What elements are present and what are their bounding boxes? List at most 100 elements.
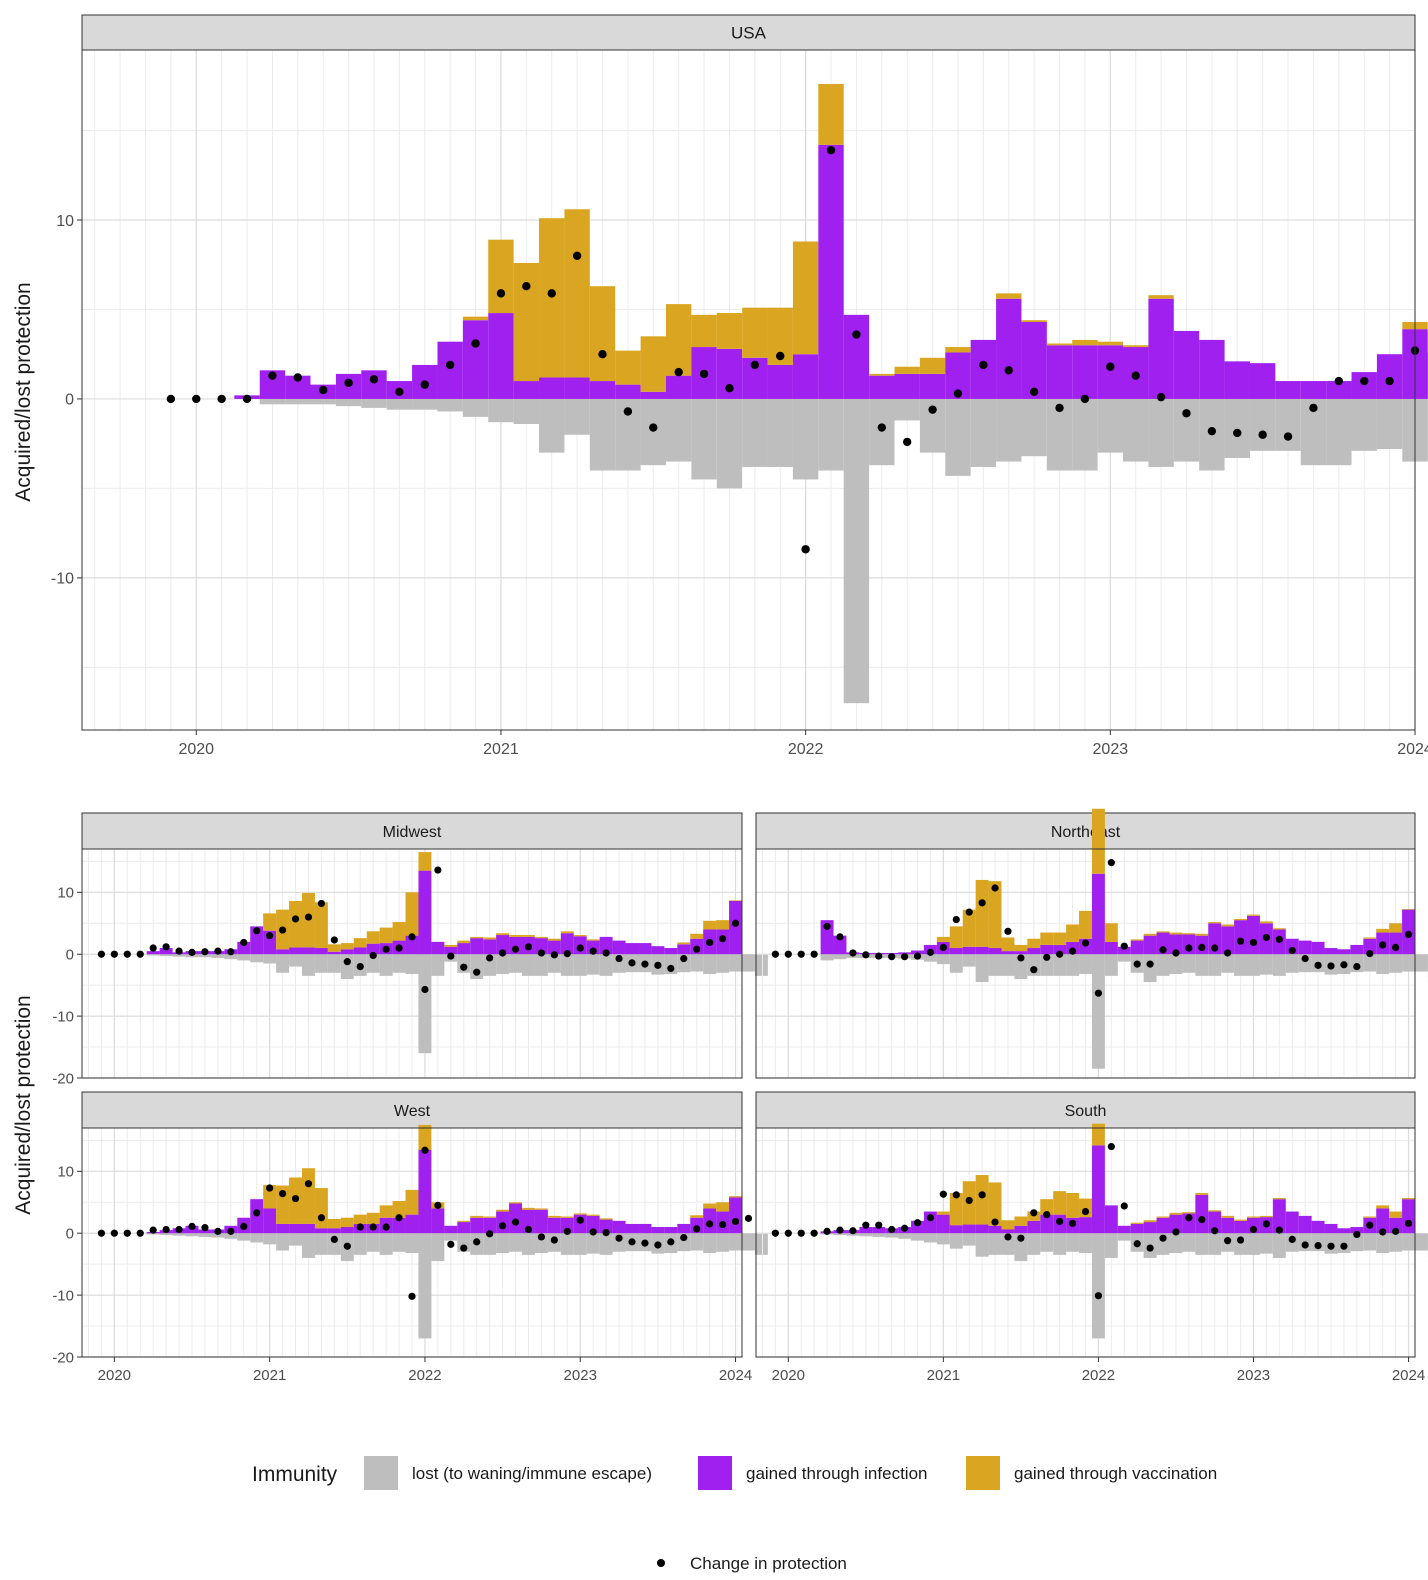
west-bar-lost — [599, 1233, 613, 1255]
usa-bars — [234, 84, 1428, 704]
south-point — [823, 1227, 831, 1235]
northeast-point — [1185, 944, 1193, 952]
northeast-bar-vaccination — [1066, 924, 1080, 942]
usa-point — [1106, 362, 1115, 371]
south-bar-vaccination — [1182, 1212, 1196, 1214]
northeast-bar-lost — [1001, 954, 1015, 976]
usa-y-tick-label: 0 — [65, 392, 74, 409]
northeast-bar-infection — [949, 948, 963, 955]
usa-bar-vaccination — [462, 316, 489, 321]
northeast-point — [1056, 950, 1064, 958]
northeast-bar-lost — [1376, 954, 1390, 975]
south-point — [810, 1229, 818, 1237]
usa-bar-vaccination — [665, 304, 692, 376]
northeast-point — [1353, 962, 1361, 971]
west-bar-lost — [379, 1233, 393, 1255]
midwest-point — [175, 947, 183, 955]
west-bar-infection — [263, 1208, 277, 1234]
usa-bar-vaccination — [818, 84, 844, 145]
usa-point — [877, 423, 886, 432]
usa-bar-infection — [818, 144, 844, 399]
northeast-point — [991, 884, 999, 892]
northeast-bar-vaccination — [949, 926, 963, 949]
northeast-point — [965, 908, 973, 916]
midwest-bar-lost — [276, 954, 290, 973]
northeast-bar-lost — [1272, 954, 1286, 976]
midwest-panel-border — [81, 848, 743, 1079]
south-bar-lost — [1079, 1233, 1092, 1254]
west-bar-lost — [690, 1233, 704, 1251]
northeast-bar-lost — [1040, 954, 1054, 976]
south-point — [1107, 1142, 1115, 1151]
west-bar-lost — [573, 1233, 587, 1255]
west-point — [408, 1292, 416, 1300]
south-bar-lost — [1272, 1233, 1286, 1258]
usa-bar-infection — [513, 381, 540, 399]
west-bar-infection — [729, 1197, 742, 1234]
west-panel-border — [81, 1127, 743, 1358]
usa-bar-infection — [665, 375, 692, 399]
northeast-point — [1068, 947, 1077, 955]
usa-bar-infection — [843, 314, 870, 399]
midwest-point — [524, 943, 533, 951]
midwest-bar-infection — [340, 949, 354, 955]
midwest-point — [473, 968, 481, 976]
usa-point — [319, 385, 328, 395]
midwest-bar-vaccination — [353, 938, 367, 948]
south-bar-infection — [1402, 1199, 1415, 1234]
usa-bar-vaccination — [894, 366, 920, 374]
northeast-point — [1379, 941, 1387, 949]
northeast-bar-vaccination — [1376, 928, 1390, 933]
south-bar-lost — [1363, 1233, 1377, 1251]
midwest-bar-infection — [418, 870, 432, 955]
usa-bar-lost — [1376, 398, 1403, 450]
south-x-tick-label: 2021 — [927, 1367, 960, 1384]
midwest-bar-lost — [690, 954, 704, 972]
midwest-bar-lost — [172, 954, 186, 957]
northeast-point — [849, 949, 857, 957]
northeast-bar-lost — [1143, 954, 1157, 983]
midwest-bar-infection — [729, 900, 742, 955]
usa-point — [395, 387, 404, 396]
northeast-point — [862, 951, 870, 959]
northeast-point — [1107, 859, 1115, 867]
northeast-bar-lost — [1234, 954, 1248, 976]
west-bar-vaccination — [302, 1168, 315, 1224]
usa-point — [1004, 366, 1013, 375]
midwest-bar-lost — [198, 954, 212, 958]
south-bar-infection — [1376, 1208, 1390, 1234]
northeast-bar-infection — [988, 948, 1002, 955]
west-bar-vaccination — [340, 1217, 354, 1228]
midwest-bar-lost — [509, 954, 522, 973]
south-x-tick-label: 2020 — [772, 1367, 805, 1384]
west-bar-infection — [534, 1209, 548, 1234]
midwest-bar-infection — [146, 951, 160, 955]
northeast-strip-label: Northeast — [1051, 824, 1121, 841]
south-bar-infection — [1298, 1215, 1312, 1234]
usa-point — [1055, 403, 1064, 413]
south-bar-vaccination — [1402, 1197, 1415, 1200]
usa-bar-infection — [869, 375, 895, 399]
usa-bar-infection — [1072, 345, 1098, 399]
west-bar-infection — [314, 1228, 328, 1234]
usa-points — [166, 146, 1420, 554]
midwest-bar-vaccination — [483, 937, 497, 940]
midwest-point — [97, 950, 106, 958]
northeast-bar-infection — [962, 946, 976, 955]
west-point — [744, 1214, 753, 1222]
northeast-panel-border — [755, 848, 1416, 1079]
west-bar-lost — [353, 1233, 367, 1255]
usa-x-tick-label: 2023 — [1093, 741, 1129, 758]
south-point — [965, 1196, 973, 1205]
midwest-bar-lost — [224, 954, 238, 960]
south-point — [913, 1219, 922, 1227]
south-bar-vaccination — [988, 1182, 1002, 1226]
midwest-strip — [81, 812, 743, 850]
south-point — [784, 1229, 792, 1237]
usa-bar-infection — [462, 320, 489, 399]
south-strip-label: South — [1065, 1103, 1107, 1120]
midwest-bar-lost — [703, 954, 717, 975]
west-point — [667, 1238, 675, 1246]
usa-panel-border — [81, 49, 1416, 731]
